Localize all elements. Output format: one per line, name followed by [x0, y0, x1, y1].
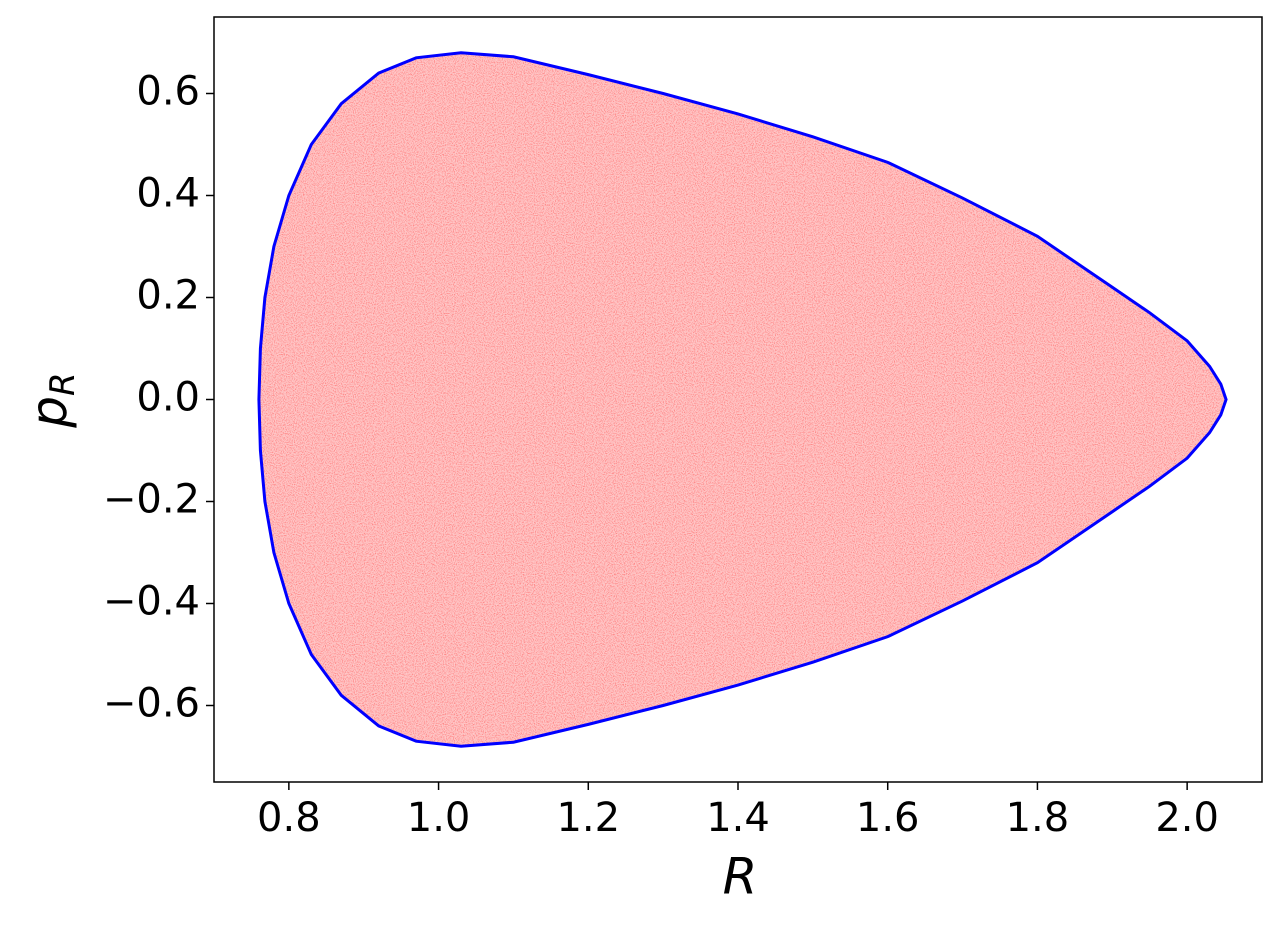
x-tick-label: 1.6: [856, 795, 920, 841]
y-axis-label-subscript: R: [43, 372, 83, 396]
y-axis-label: pR: [20, 372, 83, 428]
y-tick-label: 0.6: [136, 69, 200, 115]
y-tick-label: −0.4: [103, 579, 200, 625]
plot-frame: [213, 16, 1263, 783]
x-tick-label: 1.0: [407, 795, 471, 841]
y-tick-label: 0.4: [136, 171, 200, 217]
x-tick-label: 0.8: [257, 795, 321, 841]
y-tick-label: 0.0: [136, 375, 200, 421]
x-tick-label: 2.0: [1155, 795, 1219, 841]
scatter-fill: [258, 52, 1227, 747]
x-tick-label: 1.8: [1006, 795, 1070, 841]
y-axis-label-main: p: [20, 396, 78, 429]
boundary-line: [257, 51, 1228, 748]
x-axis-label: R: [723, 848, 758, 906]
y-tick-label: 0.2: [136, 273, 200, 319]
x-tick-label: 1.4: [706, 795, 770, 841]
y-tick-label: −0.6: [103, 681, 200, 727]
y-tick-label: −0.2: [103, 477, 200, 523]
x-tick-label: 1.2: [556, 795, 620, 841]
